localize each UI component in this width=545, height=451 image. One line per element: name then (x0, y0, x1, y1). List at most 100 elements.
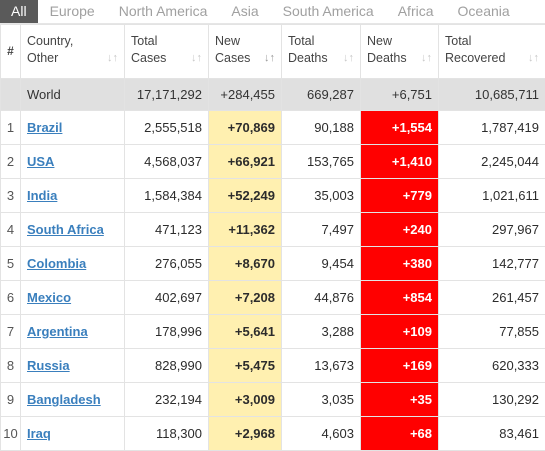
country-link-cell: Mexico (21, 281, 125, 315)
country-link[interactable]: Argentina (27, 324, 88, 339)
new-deaths-cell: +169 (361, 349, 439, 383)
country-link[interactable]: Brazil (27, 120, 62, 135)
total-recovered-cell: 1,787,419 (439, 111, 545, 145)
row-index-cell: 2 (1, 145, 21, 179)
total-recovered-cell: 297,967 (439, 213, 545, 247)
country-link[interactable]: Russia (27, 358, 70, 373)
total-deaths-cell: 90,188 (282, 111, 361, 145)
new-deaths-cell: +68 (361, 417, 439, 451)
world-total-deaths: 669,287 (282, 79, 361, 111)
total-cases-cell: 2,555,518 (125, 111, 209, 145)
total-cases-cell: 232,194 (125, 383, 209, 417)
row-index-cell: 1 (1, 111, 21, 145)
total-cases-cell: 828,990 (125, 349, 209, 383)
header-country[interactable]: Country, Other ↓↑ (21, 25, 125, 79)
country-link[interactable]: India (27, 188, 57, 203)
header-label: Country, (27, 34, 73, 48)
header-new-deaths[interactable]: New Deaths ↓↑ (361, 25, 439, 79)
country-link[interactable]: South Africa (27, 222, 104, 237)
sort-arrows-icon[interactable]: ↓↑ (528, 50, 539, 67)
total-recovered-cell: 2,245,044 (439, 145, 545, 179)
new-cases-cell: +7,208 (209, 281, 282, 315)
new-deaths-cell: +779 (361, 179, 439, 213)
row-index-cell: 5 (1, 247, 21, 281)
tab-africa[interactable]: Africa (386, 0, 446, 23)
total-cases-cell: 178,996 (125, 315, 209, 349)
country-link[interactable]: Bangladesh (27, 392, 101, 407)
total-deaths-cell: 9,454 (282, 247, 361, 281)
total-deaths-cell: 4,603 (282, 417, 361, 451)
header-new-cases[interactable]: New Cases ↓↑ (209, 25, 282, 79)
tab-all[interactable]: All (0, 0, 38, 23)
new-deaths-cell: +854 (361, 281, 439, 315)
row-index-cell: 9 (1, 383, 21, 417)
new-deaths-cell: +380 (361, 247, 439, 281)
tab-south-america[interactable]: South America (271, 0, 386, 23)
total-deaths-cell: 3,288 (282, 315, 361, 349)
sort-arrows-icon[interactable]: ↓↑ (191, 50, 202, 67)
header-label: Deaths (288, 51, 328, 65)
header-total-recovered[interactable]: Total Recovered ↓↑ (439, 25, 545, 79)
tab-asia[interactable]: Asia (219, 0, 270, 23)
header-label: Total (288, 34, 314, 48)
total-recovered-cell: 83,461 (439, 417, 545, 451)
country-link-cell: Colombia (21, 247, 125, 281)
total-deaths-cell: 3,035 (282, 383, 361, 417)
sort-arrows-icon[interactable]: ↓↑ (421, 50, 432, 67)
total-cases-cell: 276,055 (125, 247, 209, 281)
world-label: World (21, 79, 125, 111)
covid-table: # Country, Other ↓↑ Total Cases ↓↑ New C… (0, 24, 545, 451)
new-cases-cell: +2,968 (209, 417, 282, 451)
total-cases-cell: 118,300 (125, 417, 209, 451)
country-link[interactable]: Iraq (27, 426, 51, 441)
new-cases-cell: +8,670 (209, 247, 282, 281)
country-link[interactable]: Colombia (27, 256, 86, 271)
world-total-recovered: 10,685,711 (439, 79, 545, 111)
country-link-cell: Argentina (21, 315, 125, 349)
header-total-cases[interactable]: Total Cases ↓↑ (125, 25, 209, 79)
tab-europe[interactable]: Europe (38, 0, 107, 23)
total-deaths-cell: 35,003 (282, 179, 361, 213)
new-cases-cell: +66,921 (209, 145, 282, 179)
world-new-cases: +284,455 (209, 79, 282, 111)
new-deaths-cell: +35 (361, 383, 439, 417)
row-index-cell: 10 (1, 417, 21, 451)
new-cases-cell: +70,869 (209, 111, 282, 145)
new-cases-cell: +3,009 (209, 383, 282, 417)
total-deaths-cell: 7,497 (282, 213, 361, 247)
world-index (1, 79, 21, 111)
total-recovered-cell: 77,855 (439, 315, 545, 349)
total-deaths-cell: 13,673 (282, 349, 361, 383)
header-label: Total (131, 34, 157, 48)
new-cases-cell: +52,249 (209, 179, 282, 213)
header-label: Total (445, 34, 471, 48)
header-label: Deaths (367, 51, 407, 65)
new-cases-cell: +5,475 (209, 349, 282, 383)
header-total-deaths[interactable]: Total Deaths ↓↑ (282, 25, 361, 79)
country-link[interactable]: USA (27, 154, 54, 169)
sort-arrows-icon[interactable]: ↓↑ (107, 50, 118, 67)
tab-north-america[interactable]: North America (107, 0, 220, 23)
new-cases-cell: +11,362 (209, 213, 282, 247)
row-index-cell: 6 (1, 281, 21, 315)
total-recovered-cell: 130,292 (439, 383, 545, 417)
header-label: Cases (215, 51, 250, 65)
row-index-cell: 3 (1, 179, 21, 213)
tab-oceania[interactable]: Oceania (446, 0, 522, 23)
sort-arrows-icon[interactable]: ↓↑ (343, 50, 354, 67)
country-link[interactable]: Mexico (27, 290, 71, 305)
country-link-cell: South Africa (21, 213, 125, 247)
world-row: World 17,171,292 +284,455 669,287 +6,751… (1, 79, 545, 111)
country-link-cell: USA (21, 145, 125, 179)
total-recovered-cell: 142,777 (439, 247, 545, 281)
row-index-cell: 7 (1, 315, 21, 349)
sort-active-icon[interactable]: ↓↑ (264, 50, 275, 67)
table-header: # Country, Other ↓↑ Total Cases ↓↑ New C… (1, 25, 545, 79)
